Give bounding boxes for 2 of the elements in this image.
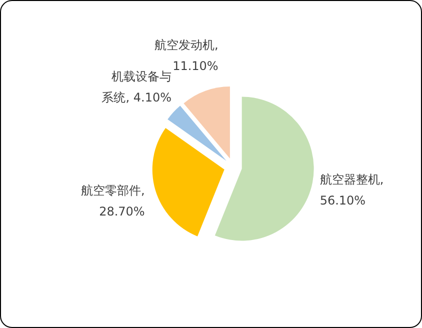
slice-label: 航空器整机, 56.10% <box>320 172 384 208</box>
slice-label: 航空零部件, 28.70% <box>81 184 145 219</box>
